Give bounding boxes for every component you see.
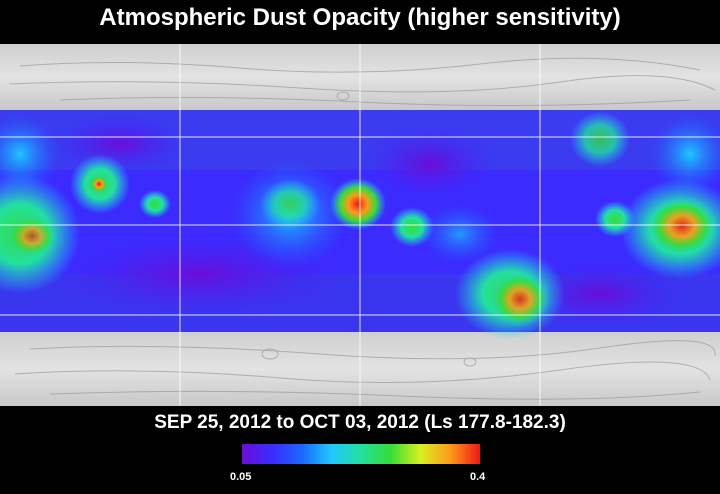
- mars-map: [0, 44, 720, 406]
- colorbar-gradient: [242, 444, 480, 464]
- colorbar-min-label: 0.05: [230, 471, 252, 483]
- colorbar: [242, 444, 480, 464]
- lat-lon-grid: [0, 44, 720, 406]
- date-range: SEP 25, 2012 to OCT 03, 2012 (Ls 177.8-1…: [154, 412, 566, 433]
- map-title: Atmospheric Dust Opacity (higher sensiti…: [99, 4, 621, 31]
- colorbar-max-label: 0.4: [470, 471, 486, 483]
